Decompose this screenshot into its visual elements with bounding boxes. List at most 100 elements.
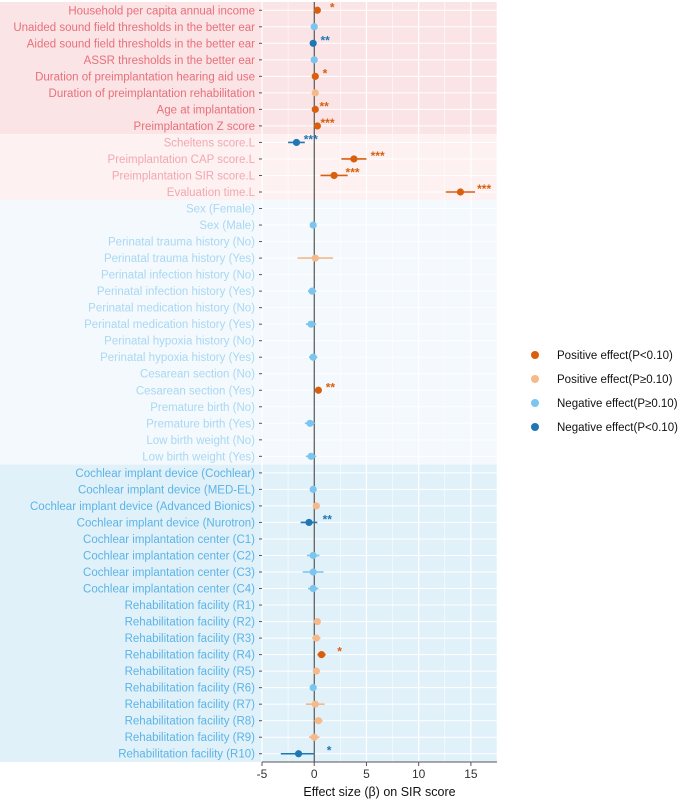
row-label: Perinatal hypoxia history (No) [104, 336, 255, 348]
effect-point [308, 287, 316, 295]
row-label: Cochlear implant device (MED-EL) [78, 484, 255, 496]
effect-point [313, 6, 321, 14]
row-label: Perinatal trauma history (Yes) [104, 253, 255, 265]
effect-point [317, 651, 326, 659]
legend-label: Negative effect(P<0.10) [557, 422, 678, 434]
significance-stars: *** [304, 132, 318, 146]
grid [261, 2, 498, 762]
row-label: Cochlear implantation center (C3) [83, 567, 255, 579]
row-label: Age at implantation [157, 104, 255, 116]
significance-stars: ** [320, 33, 330, 47]
x-tick-label: 10 [412, 767, 426, 781]
significance-stars: * [330, 0, 335, 14]
x-tick-label: 5 [363, 767, 370, 781]
effect-point [306, 419, 314, 427]
row-labels: Household per capita annual income Unaide… [13, 5, 262, 761]
row-label: Rehabilitation facility (R7) [125, 699, 256, 711]
effect-point [309, 584, 317, 593]
effect-point [309, 353, 317, 361]
effect-point [307, 320, 315, 328]
effect-point [456, 188, 465, 196]
group-band [0, 464, 497, 762]
x-tick-label: 0 [311, 767, 318, 781]
group-bands [0, 2, 497, 762]
legend-swatch [531, 351, 539, 359]
significance-stars: *** [346, 165, 360, 179]
effect-point [310, 23, 318, 31]
row-label: Duration of preimplantation hearing aid … [35, 71, 255, 83]
row-label: Premature birth (Yes) [146, 418, 255, 430]
row-label: Duration of preimplantation rehabilitati… [49, 88, 255, 100]
row-label: Scheltens score.L [164, 137, 256, 149]
row-label: Perinatal medication history (No) [88, 303, 255, 315]
effect-point [312, 634, 320, 642]
legend-swatch [531, 399, 539, 407]
group-band [0, 2, 497, 135]
significance-stars: * [327, 744, 332, 758]
significance-stars: *** [320, 116, 334, 130]
row-label: Cochlear implantation center (C4) [83, 584, 255, 596]
effect-point [312, 502, 320, 510]
row-label: Rehabilitation facility (R2) [125, 617, 256, 629]
x-axis: -5 0 5 10 15 [257, 761, 497, 781]
effect-point [309, 485, 317, 493]
effect-point [311, 72, 319, 80]
legend-label: Positive effect(P≥0.10) [557, 374, 673, 386]
effect-point [309, 551, 317, 560]
row-label: ASSR thresholds in the better ear [84, 55, 255, 67]
legend-label: Negative effect(P≥0.10) [557, 398, 678, 410]
x-axis-title: Effect size (β) on SIR score [303, 785, 455, 799]
row-label: Rehabilitation facility (R6) [125, 683, 256, 695]
row-label: Aided sound field thresholds in the bett… [27, 38, 255, 50]
row-label: Perinatal infection history (No) [101, 270, 255, 282]
row-label: Perinatal medication history (Yes) [84, 319, 255, 331]
significance-stars: ** [326, 380, 336, 394]
effect-point [309, 568, 317, 576]
x-tick-label: 15 [464, 767, 478, 781]
row-label: Perinatal infection history (Yes) [97, 286, 255, 298]
significance-stars: * [323, 66, 328, 80]
effect-point [309, 684, 317, 692]
group-band [0, 200, 497, 465]
row-label: Rehabilitation facility (R9) [125, 732, 256, 744]
effect-point [313, 617, 321, 626]
effect-point [311, 700, 319, 708]
effect-point [350, 155, 358, 163]
effect-point [310, 56, 318, 64]
row-label: Rehabilitation facility (R4) [125, 650, 256, 662]
row-label: Perinatal hypoxia history (Yes) [100, 352, 255, 364]
effect-point [311, 254, 319, 262]
row-label: Preimplantation CAP score.L [108, 154, 256, 166]
effect-point [310, 733, 318, 741]
row-label: Rehabilitation facility (R3) [125, 633, 256, 645]
row-label: Unaided sound field thresholds in the be… [13, 22, 255, 34]
row-label: Rehabilitation facility (R8) [125, 716, 256, 728]
row-label: Rehabilitation facility (R5) [125, 666, 256, 678]
row-label: Rehabilitation facility (R10) [118, 749, 255, 761]
effect-point [311, 89, 319, 97]
significance-stars: * [337, 645, 342, 659]
legend: Positive effect(P<0.10) Positive effect(P… [531, 350, 678, 434]
row-label: Sex (Female) [186, 204, 255, 216]
row-label: Preimplantation SIR score.L [112, 170, 256, 182]
effect-point [330, 171, 338, 180]
significance-stars: ** [319, 99, 329, 113]
legend-label: Positive effect(P<0.10) [557, 350, 673, 362]
effect-point [309, 39, 317, 47]
effect-marks: *************************** [280, 0, 491, 758]
effect-point [292, 138, 301, 147]
effect-point [309, 221, 317, 229]
row-label: Low birth weight (Yes) [142, 451, 255, 463]
effect-point [313, 122, 321, 130]
effect-point [314, 386, 322, 394]
row-label: Sex (Male) [199, 220, 255, 232]
legend-swatch [531, 423, 539, 431]
row-label: Cesarean section (Yes) [136, 385, 255, 397]
row-label: Cochlear implant device (Advanced Bionic… [30, 501, 255, 513]
effect-point [314, 717, 322, 725]
effect-point [307, 452, 315, 460]
row-label: Cochlear implantation center (C1) [83, 534, 255, 546]
row-label: Household per capita annual income [68, 5, 255, 17]
significance-stars: *** [477, 182, 491, 196]
